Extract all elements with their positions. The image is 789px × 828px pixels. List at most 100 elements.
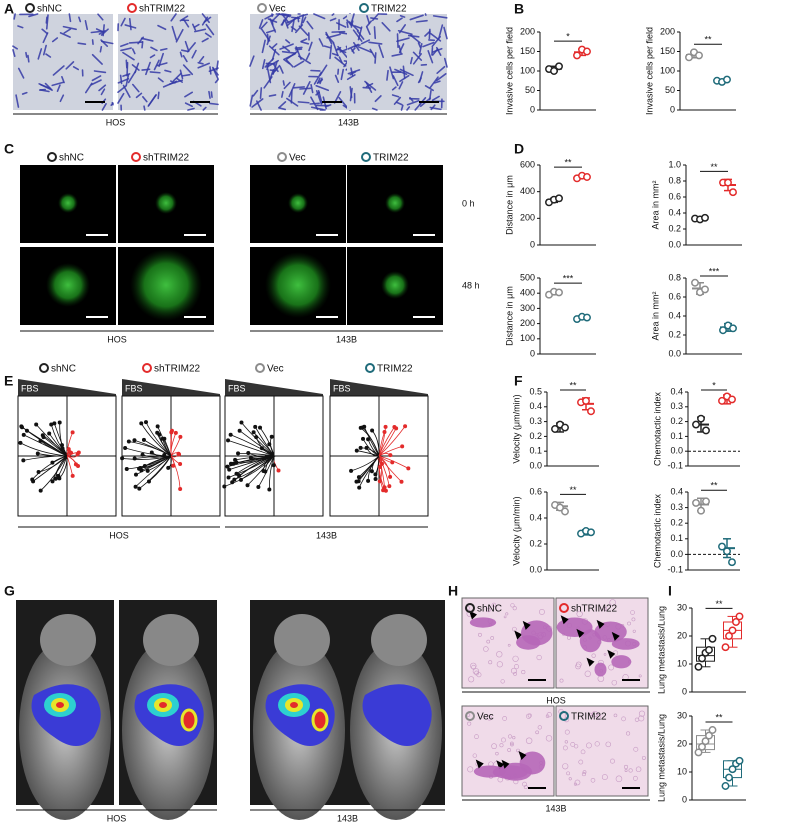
stain xyxy=(45,16,48,24)
track-end xyxy=(57,476,62,481)
track-end xyxy=(227,467,232,472)
stain xyxy=(132,83,140,93)
panel-label: E xyxy=(4,373,13,389)
stain xyxy=(269,18,277,33)
alveoli xyxy=(523,785,528,789)
stain xyxy=(340,68,345,81)
stain xyxy=(391,86,397,91)
arrowhead xyxy=(475,759,484,769)
track-end xyxy=(50,479,55,484)
stain xyxy=(409,56,413,65)
track-end xyxy=(52,421,57,426)
stain xyxy=(137,36,145,45)
alveoli xyxy=(526,713,532,719)
stain xyxy=(352,29,363,42)
track xyxy=(48,433,68,457)
track-end xyxy=(50,460,55,465)
alveoli xyxy=(536,654,542,661)
alveoli xyxy=(627,621,631,626)
track xyxy=(23,434,68,457)
alveoli xyxy=(512,606,517,611)
stain xyxy=(198,55,205,63)
y-axis-label: Distance in μm xyxy=(504,286,514,346)
stain xyxy=(271,43,278,49)
alveoli xyxy=(568,777,572,781)
cell-line-label: HOS xyxy=(107,813,127,823)
alveoli xyxy=(562,745,568,751)
track-end xyxy=(364,445,369,450)
stain xyxy=(27,54,30,63)
significance: ** xyxy=(569,380,577,390)
legend-marker xyxy=(39,363,49,373)
signal-hot xyxy=(290,702,298,708)
cell-line-label: 143B xyxy=(337,813,358,823)
alveoli xyxy=(584,670,591,677)
track-end xyxy=(228,432,233,437)
track xyxy=(378,426,406,457)
alveoli xyxy=(638,674,642,678)
track xyxy=(140,423,172,457)
stain xyxy=(12,45,18,50)
stain xyxy=(122,51,135,61)
stain xyxy=(346,74,356,81)
track-end xyxy=(387,484,392,489)
stain xyxy=(331,13,335,16)
stain xyxy=(61,75,65,84)
data-point xyxy=(723,75,731,84)
stain xyxy=(140,37,154,42)
alveoli xyxy=(496,651,503,658)
alveoli xyxy=(522,781,527,787)
stain xyxy=(371,13,380,22)
track-end xyxy=(378,464,383,469)
stain xyxy=(39,89,50,93)
mouse-head xyxy=(371,614,427,666)
gradient-wedge xyxy=(225,379,323,396)
track-end xyxy=(70,430,75,435)
track-end xyxy=(34,422,39,427)
data-point xyxy=(561,423,569,432)
y-tick-label: 50 xyxy=(665,85,675,95)
stain xyxy=(332,42,339,57)
track-end xyxy=(245,483,250,488)
stain xyxy=(295,46,302,60)
stain xyxy=(337,45,348,58)
stain xyxy=(172,72,182,82)
legend-marker xyxy=(277,152,287,162)
legend-label: shNC xyxy=(59,153,84,164)
data-point xyxy=(718,396,726,405)
stain xyxy=(63,28,72,34)
stain xyxy=(202,106,207,111)
stain xyxy=(91,53,103,65)
spheroid xyxy=(46,263,90,307)
track-end xyxy=(76,463,81,468)
y-axis-label: Velocity (μm/min) xyxy=(511,496,521,565)
track-end xyxy=(178,462,183,467)
stain xyxy=(353,44,361,48)
alveoli xyxy=(486,715,493,721)
arrowhead xyxy=(607,649,616,659)
data-point xyxy=(561,507,569,516)
stain xyxy=(329,44,333,60)
stain xyxy=(205,23,215,36)
track-end xyxy=(140,452,145,457)
stain xyxy=(356,30,365,40)
stain xyxy=(430,104,436,111)
panel-label: A xyxy=(4,1,14,17)
alveoli xyxy=(512,626,517,632)
legend-marker xyxy=(361,152,371,162)
signal-hot xyxy=(56,702,64,708)
y-tick-label: 100 xyxy=(660,65,675,75)
alveoli xyxy=(632,629,636,633)
stain xyxy=(97,13,104,21)
alveoli xyxy=(576,610,583,618)
micrograph xyxy=(118,14,218,110)
data-point xyxy=(708,726,717,734)
track xyxy=(258,455,275,488)
y-tick-label: 0.6 xyxy=(668,191,681,201)
stain xyxy=(353,25,362,30)
alveoli xyxy=(610,758,615,764)
track-end xyxy=(349,468,354,473)
track-end xyxy=(406,466,411,471)
data-point xyxy=(555,288,563,297)
alveoli xyxy=(486,607,491,613)
